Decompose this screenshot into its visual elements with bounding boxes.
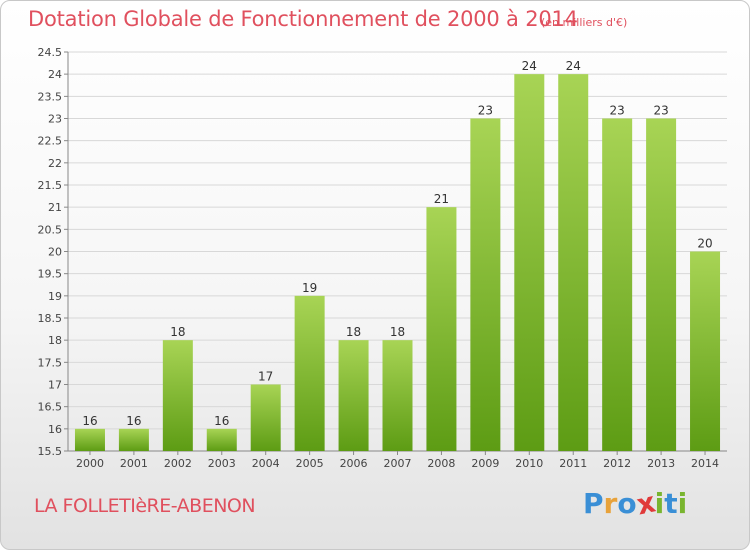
proxiti-logo: Proxiti [583,485,688,521]
bar-2008 [426,207,457,451]
x-tick-label: 2013 [647,457,675,470]
x-tick-labels: 2000 2001 2002 2003 2004 2005 2006 2007 2008 2009… [76,457,719,470]
bar-2013 [646,118,677,451]
bar-2012 [602,118,633,451]
logo-letter: P [583,487,604,520]
units-label: (en milliers d'€) [541,16,628,29]
value-label: 19 [302,281,317,295]
y-tick-label: 24.5 [38,46,63,59]
logo-letter: i [677,487,688,520]
y-tick-label: 16 [48,423,62,436]
x-tick-label: 2010 [515,457,543,470]
y-tick-label: 17.5 [38,356,63,369]
logo-letter: i [654,487,665,520]
value-label: 21 [434,192,449,206]
logo-letter: r [603,487,618,520]
bar-2011 [558,74,589,452]
logo-letter: t [664,487,678,520]
value-labels: 16 16 18 16 17 19 18 18 21 23 24 24 23 23 20 [82,59,712,428]
value-label: 23 [478,104,493,118]
x-tick-label: 2008 [427,457,455,470]
bar-2010 [514,74,545,452]
value-label: 16 [214,414,229,428]
y-tick-label: 19.5 [38,268,63,281]
x-tick-label: 2003 [208,457,236,470]
bar-2014 [690,251,721,451]
y-tick-label: 17 [48,379,62,392]
x-tick-label: 2012 [603,457,631,470]
bar-2002 [162,340,193,451]
bars [74,74,721,452]
y-tick-label: 20 [48,246,62,259]
value-label: 17 [258,370,273,384]
y-tick-label: 18.5 [38,312,63,325]
bar-2004 [250,384,281,451]
x-tick-label: 2009 [471,457,499,470]
y-tick-label: 18 [48,334,62,347]
value-label: 24 [522,59,537,73]
bar-2005 [294,295,325,451]
value-label: 23 [610,104,625,118]
commune-name: LA FOLLETIèRE-ABENON [34,495,256,517]
chart-title: Dotation Globale de Fonctionnement de 20… [28,7,578,31]
bar-2006 [338,340,369,451]
value-label: 18 [346,325,361,339]
y-tick-label: 23.5 [38,90,63,103]
bar-2003 [206,428,237,451]
y-tick-label: 22.5 [38,135,63,148]
x-tick-label: 2006 [340,457,368,470]
y-tick-label: 16.5 [38,401,63,414]
value-label: 24 [566,59,581,73]
logo-letter: o [617,487,637,520]
x-tick-label: 2014 [691,457,719,470]
value-label: 16 [126,414,141,428]
y-tick-label: 22 [48,157,62,170]
y-tick-label: 21 [48,201,62,214]
x-tick-label: 2002 [164,457,192,470]
x-tick-label: 2007 [384,457,412,470]
value-label: 18 [390,325,405,339]
bar-2000 [74,428,105,451]
value-label: 18 [170,325,185,339]
x-tick-label: 2001 [120,457,148,470]
y-tick-labels: 15.5 16 16.5 17 17.5 18 18.5 19 19.5 20 20.5 21 21.5… [38,46,63,458]
y-tick-label: 24 [48,68,62,81]
bar-2001 [118,428,149,451]
x-tick-label: 2005 [296,457,324,470]
y-tick-label: 23 [48,113,62,126]
bar-2007 [382,340,413,451]
y-tick-label: 21.5 [38,179,63,192]
y-tick-label: 15.5 [38,445,63,458]
value-label: 16 [82,414,97,428]
value-label: 23 [653,104,668,118]
x-tick-label: 2011 [559,457,587,470]
y-tick-label: 19 [48,290,62,303]
x-tick-label: 2000 [76,457,104,470]
value-label: 20 [697,237,712,251]
bar-2009 [470,118,501,451]
y-tick-label: 20.5 [38,223,63,236]
x-tick-label: 2004 [252,457,280,470]
